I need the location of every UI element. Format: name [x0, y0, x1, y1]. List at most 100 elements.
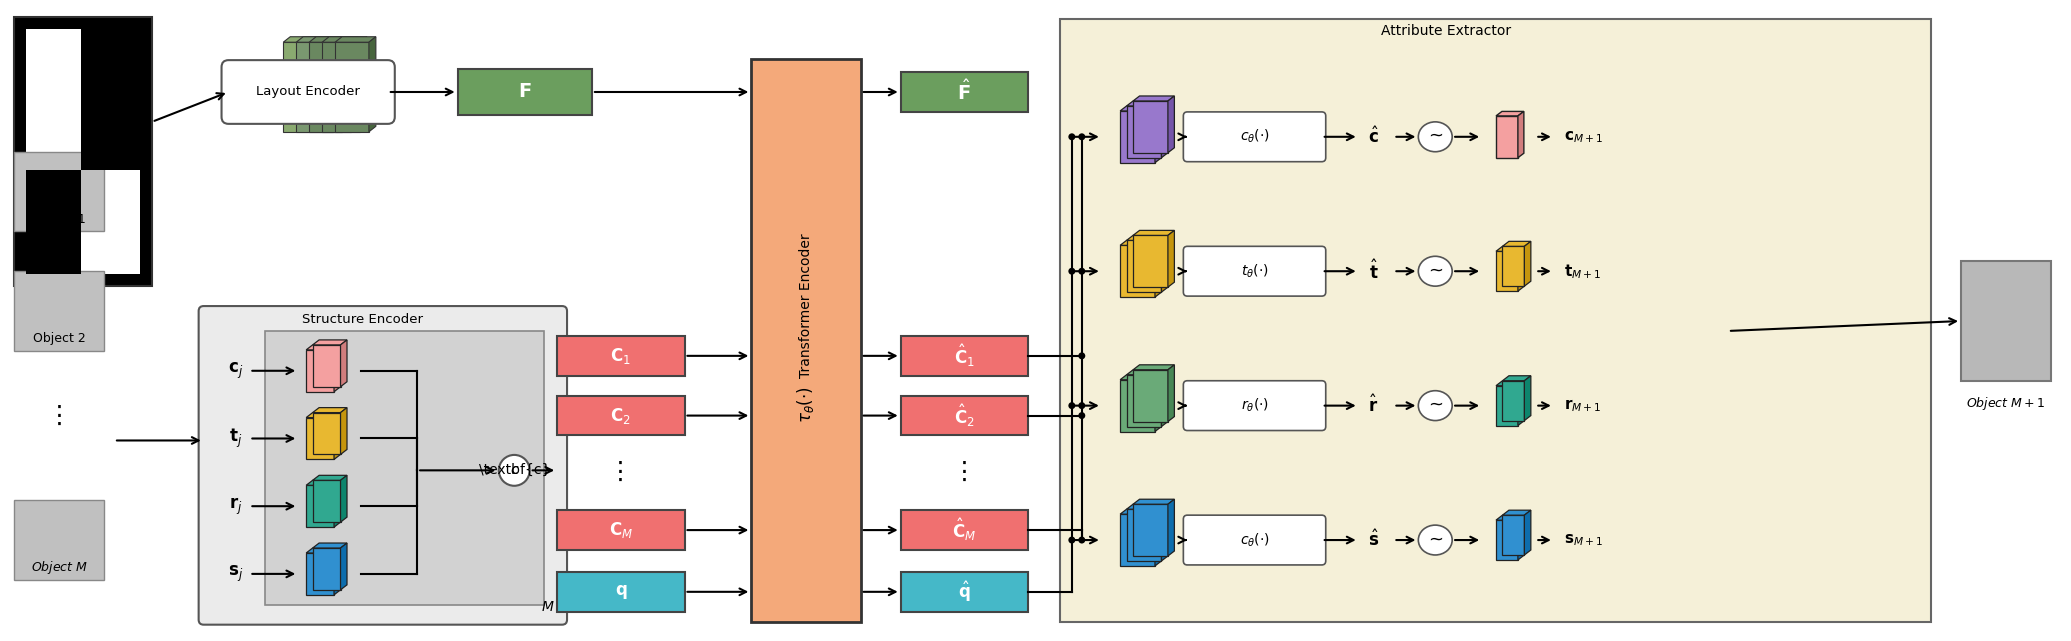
Text: $\hat{\mathbf{F}}$: $\hat{\mathbf{F}}$ [957, 79, 971, 104]
Ellipse shape [1419, 391, 1452, 420]
Polygon shape [333, 480, 340, 527]
Polygon shape [1495, 515, 1524, 520]
Polygon shape [1524, 242, 1530, 286]
Circle shape [499, 455, 530, 486]
Circle shape [1079, 353, 1085, 360]
Text: ⋮: ⋮ [609, 460, 634, 485]
FancyBboxPatch shape [1183, 112, 1325, 162]
Text: c: c [509, 463, 518, 478]
Text: $\mathbf{c}_j$: $\mathbf{c}_j$ [228, 361, 242, 381]
Bar [557, 510, 686, 550]
Bar [901, 572, 1027, 612]
Polygon shape [309, 37, 358, 42]
Polygon shape [307, 345, 340, 350]
Text: $\hat{\mathbf{c}}$: $\hat{\mathbf{c}}$ [1369, 126, 1379, 147]
Polygon shape [350, 37, 358, 132]
Text: Object 2: Object 2 [33, 333, 85, 345]
Polygon shape [1133, 230, 1174, 235]
Bar [901, 395, 1027, 435]
Polygon shape [340, 476, 348, 522]
Text: $\mathbf{r}_j$: $\mathbf{r}_j$ [228, 495, 242, 517]
Text: $\mathbf{C}_1$: $\mathbf{C}_1$ [611, 346, 632, 366]
Text: $c_\theta(\cdot)$: $c_\theta(\cdot)$ [1241, 128, 1270, 146]
Bar [1495, 251, 1518, 291]
Bar [307, 485, 333, 527]
Bar [1495, 520, 1518, 560]
Polygon shape [1162, 235, 1168, 292]
FancyBboxPatch shape [1183, 515, 1325, 565]
Bar [1120, 514, 1156, 566]
Text: $\hat{\mathbf{C}}_1$: $\hat{\mathbf{C}}_1$ [955, 342, 975, 369]
Text: Object $M$: Object $M$ [31, 560, 87, 576]
Polygon shape [340, 543, 348, 590]
Circle shape [1079, 537, 1085, 544]
Polygon shape [1156, 375, 1162, 431]
Text: $\tau_\theta(\cdot)$: $\tau_\theta(\cdot)$ [795, 387, 816, 423]
Text: $\hat{\mathbf{s}}$: $\hat{\mathbf{s}}$ [1369, 529, 1379, 551]
Polygon shape [284, 37, 340, 42]
Polygon shape [1518, 112, 1524, 158]
Bar [557, 395, 686, 435]
Bar [1501, 246, 1524, 286]
Polygon shape [340, 340, 348, 387]
Text: $M$: $M$ [541, 600, 555, 613]
Bar [1127, 375, 1162, 426]
Bar [1127, 240, 1162, 292]
FancyBboxPatch shape [222, 60, 396, 124]
Polygon shape [1156, 240, 1162, 297]
Bar [458, 69, 592, 115]
Polygon shape [307, 480, 340, 485]
Polygon shape [1162, 370, 1168, 426]
Polygon shape [1524, 376, 1530, 420]
Circle shape [1079, 133, 1085, 140]
Text: $\mathbf{q}$: $\mathbf{q}$ [615, 583, 628, 601]
Bar [27, 170, 81, 274]
Polygon shape [1120, 106, 1162, 111]
Bar [307, 417, 333, 460]
Circle shape [1079, 412, 1085, 419]
Text: Transformer Encoder: Transformer Encoder [799, 233, 814, 378]
Circle shape [1069, 268, 1075, 275]
Bar [14, 500, 104, 580]
Bar [557, 572, 686, 612]
Polygon shape [1168, 365, 1174, 422]
Polygon shape [1168, 499, 1174, 556]
Text: $\mathbf{t}_j$: $\mathbf{t}_j$ [228, 427, 242, 450]
Bar [1133, 101, 1168, 153]
Text: $\mathbf{s}_{M+1}$: $\mathbf{s}_{M+1}$ [1564, 532, 1603, 548]
Bar [1495, 116, 1518, 158]
Polygon shape [313, 476, 348, 480]
Text: $\mathbf{F}$: $\mathbf{F}$ [518, 83, 532, 101]
FancyBboxPatch shape [199, 306, 567, 625]
Text: ⋮: ⋮ [953, 460, 978, 485]
Text: $\mathbf{c}_{M+1}$: $\mathbf{c}_{M+1}$ [1564, 129, 1603, 145]
Bar [1060, 19, 1930, 622]
Polygon shape [313, 340, 348, 345]
Text: $\hat{\mathbf{C}}_2$: $\hat{\mathbf{C}}_2$ [955, 403, 975, 429]
Polygon shape [323, 37, 367, 42]
Polygon shape [333, 548, 340, 595]
Polygon shape [1518, 381, 1524, 426]
Polygon shape [1168, 96, 1174, 153]
Text: ⋮: ⋮ [48, 404, 72, 428]
Bar [313, 480, 340, 522]
Polygon shape [1127, 504, 1168, 509]
Polygon shape [307, 548, 340, 553]
Text: $\mathbf{t}_{M+1}$: $\mathbf{t}_{M+1}$ [1564, 262, 1601, 281]
Text: Attribute Extractor: Attribute Extractor [1381, 24, 1510, 38]
Bar [1501, 515, 1524, 555]
Text: $t_\theta(\cdot)$: $t_\theta(\cdot)$ [1241, 263, 1267, 280]
Polygon shape [1156, 106, 1162, 163]
Polygon shape [1156, 509, 1162, 566]
Bar [1501, 381, 1524, 420]
Text: Object $M+1$: Object $M+1$ [1965, 395, 2046, 412]
Polygon shape [313, 408, 348, 413]
Text: Structure Encoder: Structure Encoder [302, 313, 422, 326]
Bar [14, 271, 104, 351]
Polygon shape [307, 413, 340, 417]
Polygon shape [1168, 230, 1174, 287]
Ellipse shape [1419, 256, 1452, 286]
FancyBboxPatch shape [1183, 381, 1325, 431]
Polygon shape [1120, 240, 1162, 246]
Circle shape [1069, 133, 1075, 140]
